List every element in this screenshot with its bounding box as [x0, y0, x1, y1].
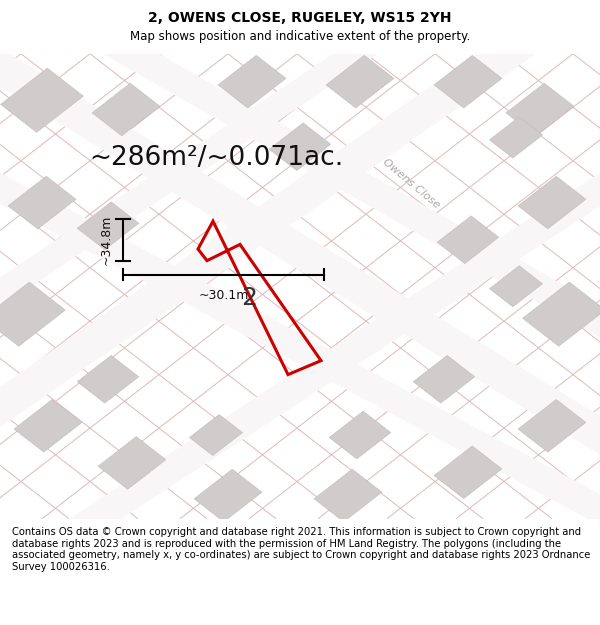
Polygon shape: [0, 22, 400, 341]
Polygon shape: [326, 56, 394, 108]
Text: ~30.1m: ~30.1m: [199, 289, 248, 302]
Polygon shape: [523, 282, 600, 346]
Polygon shape: [1, 68, 83, 132]
Text: Contains OS data © Crown copyright and database right 2021. This information is : Contains OS data © Crown copyright and d…: [12, 527, 590, 572]
Polygon shape: [80, 20, 600, 366]
Polygon shape: [77, 202, 139, 249]
Polygon shape: [413, 356, 475, 403]
Polygon shape: [490, 117, 542, 158]
Polygon shape: [14, 399, 82, 452]
Polygon shape: [0, 146, 600, 552]
Polygon shape: [190, 414, 242, 456]
Text: ~34.8m: ~34.8m: [99, 214, 112, 265]
Polygon shape: [98, 437, 166, 489]
Polygon shape: [0, 19, 553, 460]
Polygon shape: [506, 83, 574, 136]
Polygon shape: [8, 176, 76, 229]
Polygon shape: [518, 176, 586, 229]
Text: 2: 2: [241, 286, 257, 310]
Polygon shape: [218, 56, 286, 108]
Text: Map shows position and indicative extent of the property.: Map shows position and indicative extent…: [130, 30, 470, 43]
Polygon shape: [77, 356, 139, 403]
Polygon shape: [314, 469, 382, 522]
Polygon shape: [194, 469, 262, 522]
Polygon shape: [92, 83, 160, 136]
Polygon shape: [490, 266, 542, 307]
Polygon shape: [434, 56, 502, 108]
Polygon shape: [0, 19, 600, 484]
Polygon shape: [49, 160, 600, 552]
Polygon shape: [0, 282, 65, 346]
Polygon shape: [437, 216, 499, 264]
Polygon shape: [518, 399, 586, 452]
Polygon shape: [434, 446, 502, 499]
Text: Owens Close: Owens Close: [380, 158, 442, 211]
Polygon shape: [329, 411, 391, 459]
Polygon shape: [269, 123, 331, 171]
Text: ~286m²/~0.071ac.: ~286m²/~0.071ac.: [89, 146, 343, 171]
Text: 2, OWENS CLOSE, RUGELEY, WS15 2YH: 2, OWENS CLOSE, RUGELEY, WS15 2YH: [148, 11, 452, 25]
